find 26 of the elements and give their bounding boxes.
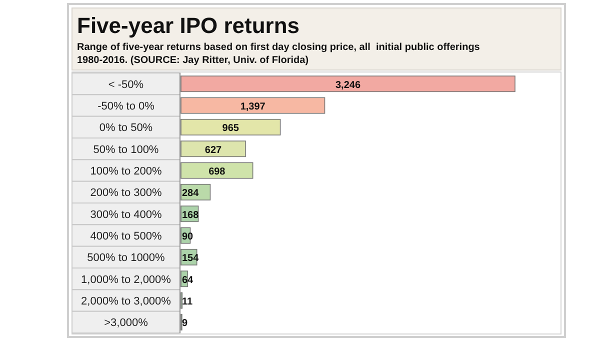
y-tick-label: 400% to 500% (90, 230, 162, 242)
data-label: 3,246 (335, 80, 361, 91)
data-label: 698 (208, 166, 226, 178)
y-tick-label: -50% to 0% (98, 100, 155, 112)
y-tick-label: 300% to 400% (90, 208, 162, 221)
chart-title: Five-year IPO returns (77, 13, 300, 38)
data-label: 627 (204, 144, 222, 156)
data-label: 11 (182, 296, 194, 308)
y-tick-label: 100% to 200% (90, 166, 162, 178)
data-label: 90 (182, 232, 194, 242)
y-tick-label: < -50% (108, 78, 144, 91)
data-label: 1,397 (240, 102, 266, 112)
data-label: 284 (182, 188, 200, 200)
y-tick-label: >3,000% (104, 317, 148, 330)
y-tick-label: 500% to 1000% (87, 252, 166, 264)
chart-subtitle: Range of five-year returns based on first day closing price, all initial public offerings 1980-2016. (SOURCE: Jay Ritter, Univ. of Florida) (77, 42, 480, 66)
y-tick-label: 1,000% to 2,000% (81, 274, 172, 286)
data-label: 965 (222, 123, 240, 134)
data-label: 9 (182, 318, 188, 330)
data-label: 154 (182, 253, 200, 264)
y-tick-label: 200% to 300% (90, 187, 162, 200)
y-tick-label: 2,000% to 3,000% (81, 296, 172, 308)
data-label: 64 (182, 274, 194, 286)
y-tick-label: 50% to 100% (93, 144, 159, 156)
data-label: 168 (182, 210, 200, 221)
y-tick-label: 0% to 50% (99, 122, 153, 134)
